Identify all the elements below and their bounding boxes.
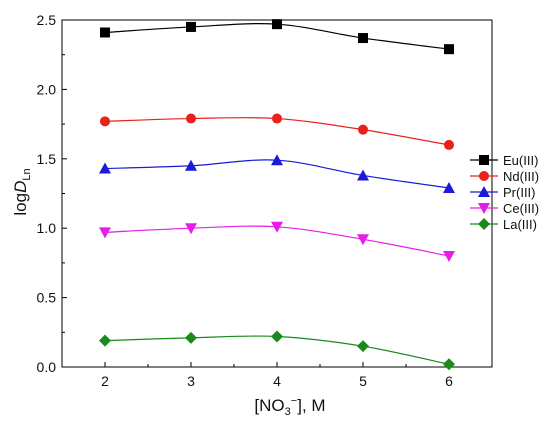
data-point [99,227,111,239]
data-point [271,154,283,166]
legend-item: Ce(III) [470,201,539,216]
plot-border [61,19,493,368]
y-tick-label: 1.5 [37,151,57,167]
data-point [186,21,196,32]
data-point [357,340,369,353]
data-point [185,159,197,171]
series-0 [100,19,454,55]
data-point [271,221,283,233]
legend-label: Ce(III) [503,201,539,216]
x-axis: 2 3 4 5 6 [61,362,493,389]
x-axis-label-rest: ], M [297,396,325,415]
x-axis-label-sup: − [291,395,297,407]
legend-item: Pr(III) [470,185,536,200]
data-point [185,223,197,235]
y-axis: 0.0 0.5 1.0 1.5 2.0 2.5 [37,12,67,375]
legend-item: La(III) [470,217,537,232]
series-layer [99,19,455,371]
legend-marker [479,171,489,181]
plot-frame [61,19,493,368]
data-point [357,169,369,181]
x-tick-label: 5 [359,373,367,389]
data-point [443,181,455,193]
y-axis-label-italic: D [11,181,30,193]
legend-label: Pr(III) [503,185,536,200]
data-point [358,33,368,44]
legend-label: Nd(III) [503,169,539,184]
legend: Eu(III)Nd(III)Pr(III)Ce(III)La(III) [470,153,539,232]
series-3 [99,221,455,262]
series-1 [100,113,454,150]
series-4 [99,330,455,371]
data-point [185,331,197,344]
data-point [100,116,110,127]
x-axis-label-sub: 3 [285,406,291,418]
y-tick-label: 2.0 [37,81,57,97]
x-tick-label: 4 [273,373,281,389]
y-axis-label: logDLn [11,168,33,215]
y-axis-label-main: log [11,193,30,216]
data-point [444,44,454,55]
data-point [443,250,455,262]
data-point [99,162,111,174]
y-tick-label: 0.0 [37,359,57,375]
y-tick-label: 2.5 [37,12,57,28]
x-axis-label-main: [NO [254,396,284,415]
x-tick-label: 2 [101,373,109,389]
legend-label: La(III) [503,217,537,232]
legend-item: Eu(III) [470,153,538,168]
data-point [444,139,454,150]
y-axis-label-sub: Ln [21,168,33,180]
data-point [271,330,283,343]
data-point [186,113,196,124]
legend-item: Nd(III) [470,169,539,184]
data-point [443,358,455,371]
legend-marker [478,203,490,214]
data-point [358,124,368,135]
legend-label: Eu(III) [503,153,538,168]
data-point [272,113,282,124]
legend-marker [479,155,489,165]
data-point [100,27,110,38]
series-2 [99,154,455,193]
data-point [272,19,282,30]
x-axis-label: [NO3−], M [254,395,325,418]
y-tick-label: 1.0 [37,220,57,236]
x-tick-label: 3 [187,373,195,389]
data-point [357,234,369,246]
y-tick-label: 0.5 [37,290,57,306]
legend-marker [478,186,490,197]
x-tick-label: 6 [445,373,453,389]
data-point [99,334,111,347]
legend-marker [478,218,490,230]
